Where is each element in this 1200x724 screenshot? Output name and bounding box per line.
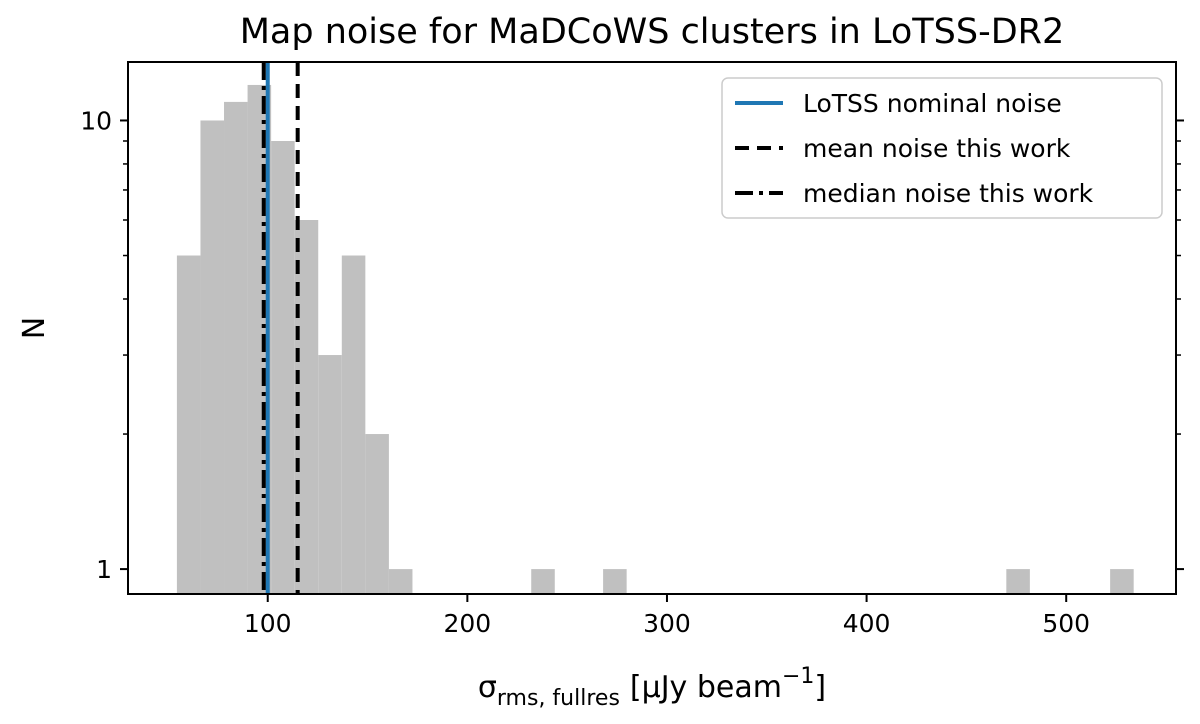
histogram-bar [603,569,627,594]
x-axis-ticks: 100 200 300 400 500 [244,594,1090,638]
legend-box [721,77,1163,219]
histogram-bar [200,120,225,595]
legend: LoTSS nominal noise mean noise this work m… [721,77,1163,219]
chart-title: Map noise for MaDCoWS clusters in LoTSS-… [240,12,1065,52]
x-axis-label-subscript: rms, fullres [497,686,620,711]
x-axis-label-unit: [μJy beam [630,670,782,705]
y-tick-label: 1 [96,555,112,584]
histogram-bar [341,255,366,594]
histogram-bars [176,84,1134,595]
y-axis-ticks: 1 10 [80,106,1184,584]
x-tick-label: 200 [443,609,491,638]
histogram-bar [176,255,201,594]
x-tick-label: 400 [843,609,891,638]
plot-frame [127,61,1177,595]
reference-lines [261,62,300,594]
histogram-bar [365,434,389,594]
histogram-bar [294,219,319,594]
legend-label: median noise this work [803,179,1094,208]
histogram-bar [1006,569,1030,594]
histogram-bar [271,140,295,594]
x-tick-label: 500 [1042,609,1090,638]
histogram-bar [318,355,342,594]
x-axis-label-exponent: −1 [782,664,814,689]
histogram-bar [1110,569,1134,594]
histogram-bar [388,569,413,594]
histogram-bar [224,101,248,595]
legend-label: mean noise this work [803,134,1071,163]
y-axis-label: N [17,317,52,339]
histogram-bar [531,569,555,594]
y-tick-label: 10 [80,106,112,135]
x-axis-label-suffix: ] [814,670,826,705]
x-tick-label: 100 [244,609,292,638]
x-tick-label: 300 [643,609,691,638]
x-axis-label: σrms, fullres [μJy beam−1] [478,664,826,711]
x-axis-label-symbol: σ [478,670,497,705]
legend-label: LoTSS nominal noise [803,89,1062,118]
